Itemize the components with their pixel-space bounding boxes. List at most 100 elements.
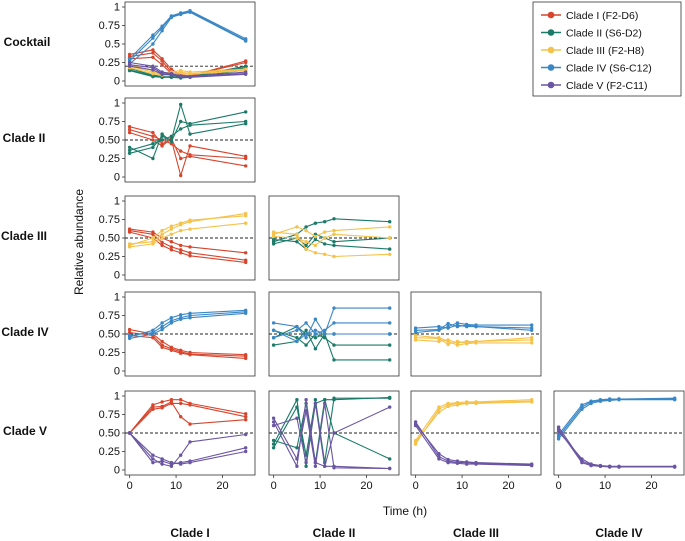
data-point	[413, 338, 418, 342]
data-point	[455, 459, 460, 463]
row-label: Clade IV	[1, 325, 48, 339]
data-point	[465, 401, 469, 406]
data-point	[332, 254, 336, 259]
data-point	[413, 422, 418, 426]
data-point	[151, 74, 155, 79]
data-point	[169, 227, 174, 231]
data-point	[332, 431, 336, 435]
data-point	[188, 245, 192, 249]
data-point	[323, 230, 327, 234]
data-point	[160, 324, 164, 329]
panel-r2-c1	[268, 195, 400, 281]
data-point	[160, 345, 164, 349]
data-point	[474, 324, 478, 329]
y-tick-label: 0.50	[99, 428, 120, 440]
data-point	[530, 328, 534, 332]
data-point	[127, 130, 132, 135]
data-point	[188, 227, 192, 231]
data-point	[169, 348, 174, 352]
legend-swatch-dot	[547, 46, 555, 54]
y-tick-label: 0.75	[99, 116, 120, 128]
panel-r3-c1	[268, 291, 400, 377]
panel-r1-c0: 0 0.25 0.50 0.75 1	[99, 98, 256, 184]
data-point	[244, 446, 248, 450]
y-tick-label: 1	[114, 2, 120, 14]
data-point	[304, 464, 308, 468]
data-point	[323, 328, 327, 332]
data-point	[388, 332, 392, 336]
data-point	[179, 12, 183, 17]
data-point	[598, 463, 603, 468]
data-point	[332, 332, 336, 336]
data-point	[437, 328, 441, 332]
data-point	[179, 251, 183, 255]
data-point	[556, 432, 561, 437]
data-point	[608, 397, 612, 401]
data-point	[388, 247, 392, 251]
data-point	[589, 462, 593, 466]
data-point	[304, 240, 308, 244]
legend-swatch-dot	[547, 64, 555, 71]
data-point	[455, 323, 460, 327]
x-tick-label: 10	[599, 480, 611, 492]
panel-r0-c0: 0 0.25 0.5 0.75 1	[99, 2, 256, 88]
data-point	[127, 230, 132, 234]
data-point	[127, 333, 132, 338]
data-point	[244, 432, 248, 437]
data-point	[188, 75, 192, 80]
data-point	[271, 336, 276, 340]
data-point	[580, 457, 584, 461]
data-point	[160, 72, 164, 77]
panel-r4-c3: 0 10 20	[553, 390, 685, 492]
legend-entry: Clade V (F2-C11)	[541, 80, 648, 92]
y-tick-label: 1	[114, 292, 120, 304]
data-point	[151, 130, 155, 135]
data-point	[160, 321, 164, 325]
data-point	[313, 251, 318, 255]
data-point	[151, 407, 155, 411]
data-point	[151, 48, 155, 52]
data-point	[271, 416, 276, 420]
data-point	[388, 466, 392, 471]
data-point	[295, 324, 299, 329]
data-point	[244, 412, 248, 416]
data-point	[188, 144, 192, 148]
data-point	[151, 242, 155, 246]
data-point	[295, 225, 299, 229]
data-point	[413, 440, 418, 444]
y-tick-label: 0.50	[99, 233, 120, 245]
data-point	[295, 339, 299, 344]
panel-r3-c0: 0 0.25 0.50 0.75 1	[99, 292, 256, 378]
data-point	[244, 415, 248, 419]
data-point	[304, 409, 308, 413]
row-label: Clade V	[3, 424, 47, 438]
data-point	[388, 358, 392, 362]
data-point	[151, 236, 155, 240]
data-point	[304, 332, 308, 336]
data-point	[304, 328, 308, 332]
data-point	[437, 407, 441, 411]
data-point	[323, 464, 327, 468]
data-point	[169, 232, 174, 236]
data-point	[332, 240, 336, 244]
data-point	[188, 440, 192, 444]
data-point	[332, 306, 336, 310]
y-tick-label: 1	[114, 98, 120, 110]
data-point	[244, 110, 248, 114]
data-point	[332, 232, 336, 236]
data-point	[169, 316, 174, 320]
panel-r4-c1: 0 10 20	[268, 390, 400, 492]
data-point	[151, 55, 155, 59]
column-label: Clade III	[453, 526, 499, 540]
data-point	[151, 51, 155, 55]
data-point	[188, 218, 192, 222]
data-point	[244, 356, 248, 361]
row-label: Cocktail	[4, 35, 51, 49]
data-point	[589, 399, 593, 403]
data-point	[295, 240, 299, 244]
data-point	[304, 398, 308, 402]
data-point	[151, 156, 155, 161]
data-point	[188, 154, 192, 158]
x-tick-label: 0	[127, 480, 133, 492]
